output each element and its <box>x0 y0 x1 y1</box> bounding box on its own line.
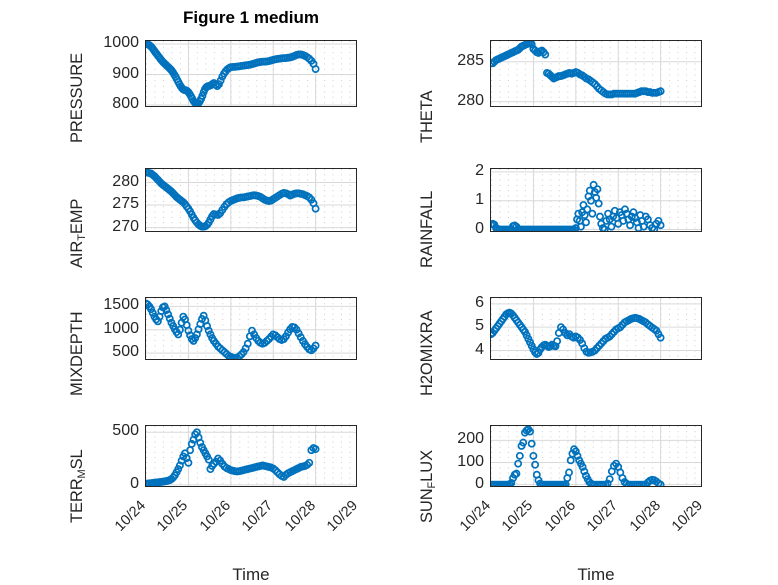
data-series <box>491 41 665 99</box>
plot-area-top-left <box>145 40 357 107</box>
y-axis-label-top-right: THETA <box>418 90 436 143</box>
ytick-label: 500 <box>112 343 139 361</box>
xtick-label: 10/24 <box>457 497 494 535</box>
y-axis-label-top-left: PRESSURE <box>68 53 86 143</box>
plot-area-row3-left <box>145 297 357 360</box>
scatter-plot-top-left <box>146 41 356 106</box>
ytick-label: 0 <box>475 474 484 492</box>
data-series <box>146 41 320 106</box>
xtick-label: 10/27 <box>239 497 277 535</box>
plot-area-row2-left <box>145 168 357 232</box>
scatter-plot-row2-left <box>146 169 356 231</box>
ytick-label: 2 <box>475 161 484 179</box>
ytick-label: 280 <box>457 91 484 109</box>
y-axis-label-row3-right: H2OMIXRA <box>418 310 436 396</box>
data-series <box>146 428 320 486</box>
data-series <box>491 426 665 486</box>
ytick-label: 1 <box>475 190 484 208</box>
ytick-label: 280 <box>112 172 139 190</box>
xtick-label: 10/25 <box>154 497 192 535</box>
y-axis-label-row3-left: MIXDEPTH <box>68 311 86 396</box>
xtick-label: 10/29 <box>669 497 706 535</box>
ytick-label: 275 <box>112 195 139 213</box>
ytick-label: 0 <box>130 474 139 492</box>
y-axis-label-row2-right: RAINFALL <box>418 190 436 268</box>
scatter-plot-row3-left <box>146 298 356 359</box>
ytick-label: 500 <box>112 422 139 440</box>
scatter-plot-row4-left <box>146 426 356 486</box>
xtick-label: 10/26 <box>196 497 234 535</box>
data-series <box>491 180 665 231</box>
xtick-label: 10/26 <box>541 497 579 535</box>
figure-title: Figure 1 medium <box>182 8 320 27</box>
y-axis-label-row2-left: AIRTEMP <box>68 198 88 268</box>
ytick-label: 1500 <box>103 296 139 314</box>
ytick-label: 800 <box>112 94 139 112</box>
data-series <box>491 308 665 358</box>
xtick-label: 10/28 <box>281 497 319 535</box>
plot-area-row4-left <box>145 425 357 487</box>
xtick-label: 10/24 <box>112 497 149 535</box>
data-series <box>146 299 320 359</box>
xtick-label: 10/25 <box>499 497 537 535</box>
ytick-label: 4 <box>475 340 484 358</box>
ytick-label: 270 <box>112 217 139 235</box>
ytick-label: 100 <box>457 452 484 470</box>
xtick-label: 10/27 <box>584 497 622 535</box>
ytick-label: 900 <box>112 64 139 82</box>
plot-area-top-right <box>490 40 702 107</box>
ytick-label: 1000 <box>103 34 139 52</box>
xtick-label: 10/28 <box>626 497 664 535</box>
x-axis-label: Time <box>232 565 270 584</box>
ytick-label: 1000 <box>103 319 139 337</box>
data-series <box>146 169 320 231</box>
ytick-label: 6 <box>475 293 484 311</box>
scatter-plot-top-right <box>491 41 701 106</box>
scatter-plot-row4-right <box>491 426 701 486</box>
plot-area-row4-right <box>490 425 702 487</box>
y-axis-label-row4-right: SUNFLUX <box>418 450 438 523</box>
y-axis-label-row4-left: TERRMSL <box>68 449 88 523</box>
plot-area-row3-right <box>490 297 702 360</box>
ytick-label: 285 <box>457 51 484 69</box>
ytick-label: 0 <box>475 219 484 237</box>
ytick-label: 200 <box>457 430 484 448</box>
scatter-plot-row3-right <box>491 298 701 359</box>
xtick-label: 10/29 <box>324 497 361 535</box>
scatter-plot-row2-right <box>491 169 701 231</box>
plot-area-row2-right <box>490 168 702 232</box>
x-axis-label: Time <box>577 565 615 584</box>
ytick-label: 5 <box>475 317 484 335</box>
